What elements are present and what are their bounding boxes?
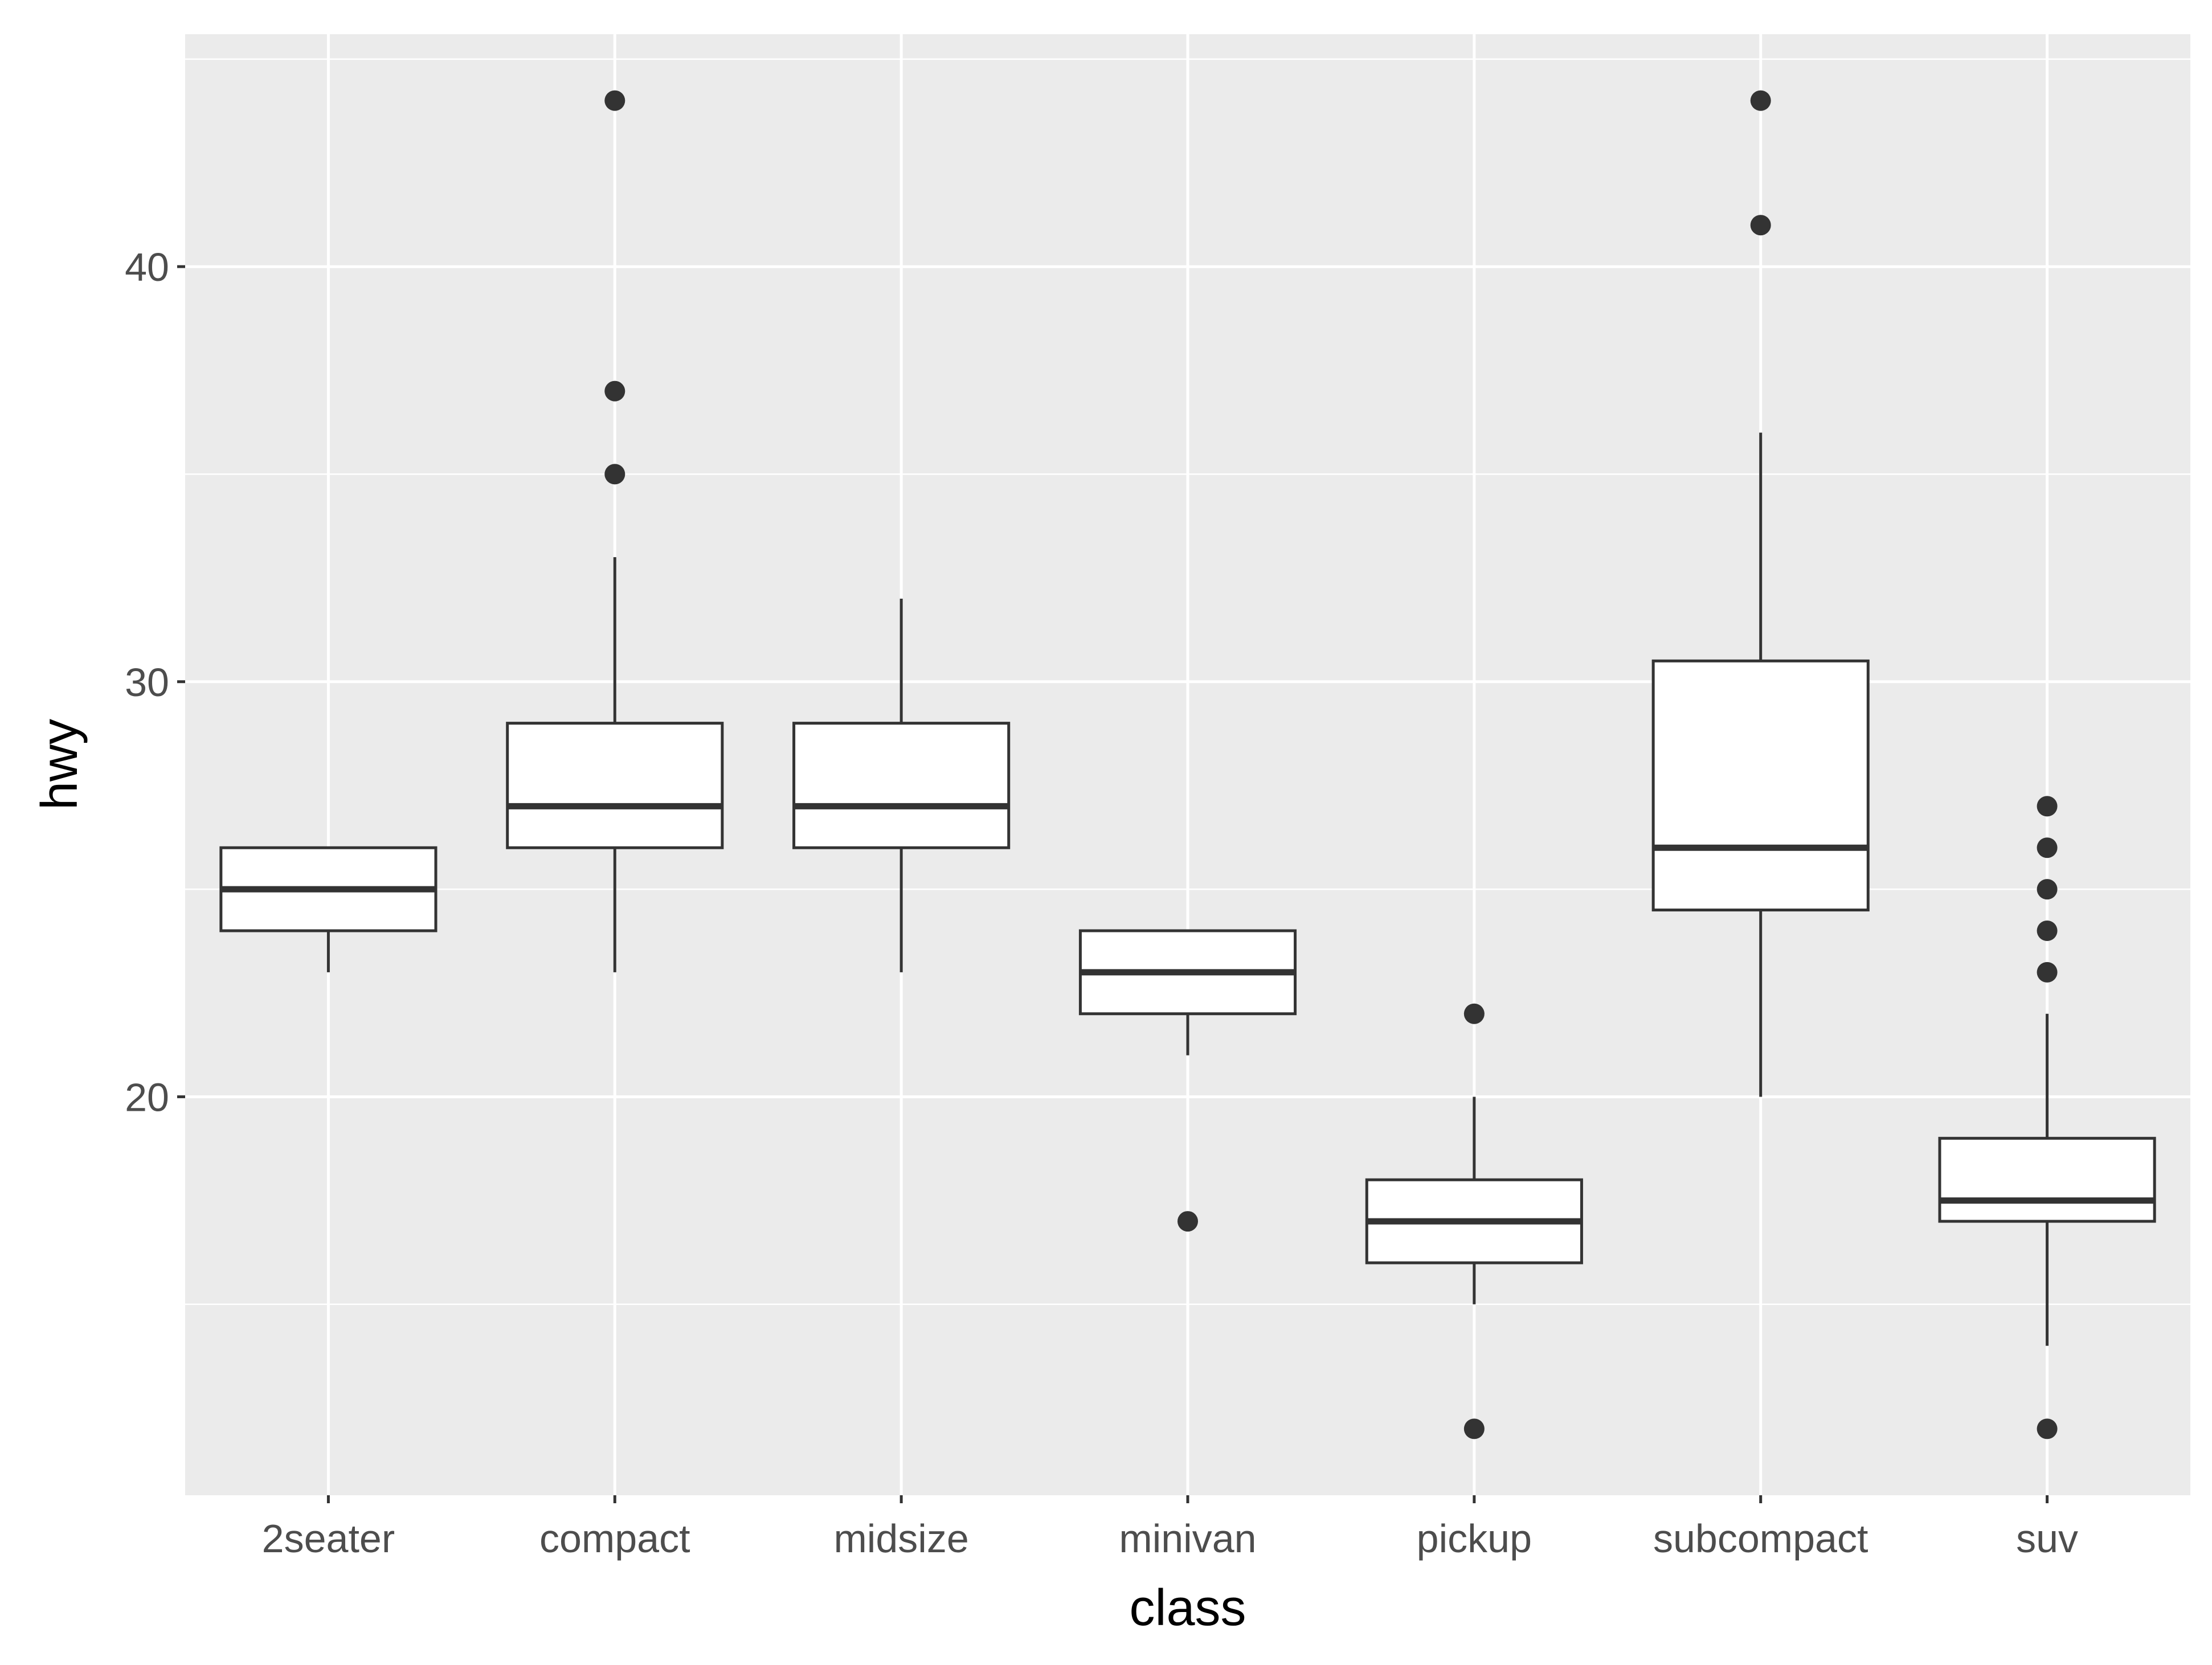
- x-tick-label: 2seater: [262, 1516, 395, 1561]
- outlier-point: [1177, 1211, 1198, 1232]
- outlier-point: [2037, 837, 2058, 858]
- outlier-point: [2037, 879, 2058, 900]
- y-axis-title: hwy: [31, 719, 88, 810]
- box-minivan: [1078, 929, 1297, 1232]
- outlier-point: [2037, 1418, 2058, 1439]
- y-axis: 20 30 40: [125, 245, 185, 1119]
- x-axis: 2seater compact midsize minivan pickup subcom…: [262, 1495, 2078, 1561]
- outlier-point: [2037, 796, 2058, 817]
- x-tick-label: subcompact: [1653, 1516, 1868, 1561]
- outlier-point: [1750, 90, 1771, 111]
- y-tick-label: 30: [125, 660, 169, 705]
- box-subcompact: [1651, 90, 1870, 1097]
- outlier-point: [2037, 962, 2058, 983]
- iqr-box: [1651, 659, 1870, 912]
- boxes-layer: [219, 90, 2156, 1439]
- x-tick-label: compact: [539, 1516, 690, 1561]
- outlier-point: [1463, 1418, 1485, 1439]
- box-midsize: [792, 599, 1011, 972]
- x-tick-label: minivan: [1119, 1516, 1256, 1561]
- outlier-point: [2037, 920, 2058, 941]
- box-suv: [1938, 796, 2156, 1439]
- iqr-box: [506, 722, 724, 849]
- box-compact: [506, 90, 724, 972]
- iqr-box: [792, 722, 1011, 849]
- iqr-box: [1938, 1136, 2156, 1223]
- outlier-point: [604, 381, 625, 402]
- x-tick-label: midsize: [834, 1516, 969, 1561]
- x-tick-label: pickup: [1417, 1516, 1532, 1561]
- x-tick-label: suv: [2016, 1516, 2078, 1561]
- y-tick-label: 20: [125, 1075, 169, 1119]
- x-axis-title: class: [1129, 1580, 1246, 1637]
- box-pickup: [1365, 1003, 1583, 1439]
- outlier-point: [604, 464, 625, 485]
- box-2seater: [219, 846, 438, 972]
- outlier-point: [604, 90, 625, 111]
- outlier-point: [1750, 215, 1771, 236]
- y-tick-label: 40: [125, 245, 169, 289]
- outlier-point: [1463, 1003, 1485, 1024]
